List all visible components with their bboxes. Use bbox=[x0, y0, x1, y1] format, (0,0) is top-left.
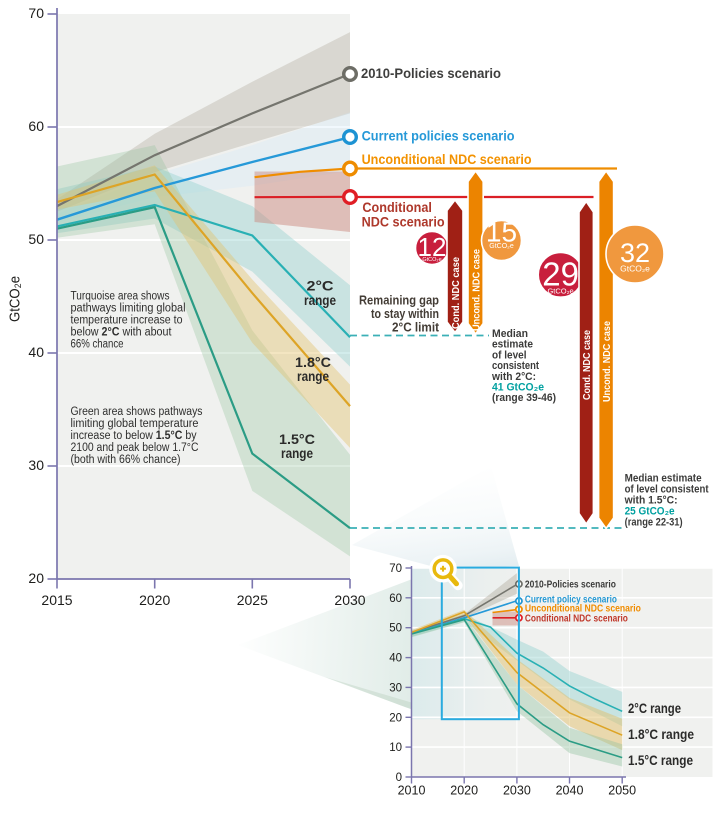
svg-text:60: 60 bbox=[389, 593, 402, 605]
svg-text:20: 20 bbox=[28, 570, 44, 586]
svg-text:12: 12 bbox=[418, 232, 447, 262]
svg-text:GtCO₂e: GtCO₂e bbox=[7, 276, 24, 322]
svg-text:40: 40 bbox=[389, 653, 402, 665]
svg-text:2010-Policies scenario: 2010-Policies scenario bbox=[525, 579, 616, 590]
svg-text:Remaining gap: Remaining gap bbox=[359, 294, 439, 308]
svg-text:2050: 2050 bbox=[608, 784, 636, 798]
svg-text:2040: 2040 bbox=[556, 784, 584, 798]
svg-text:60: 60 bbox=[28, 118, 44, 134]
svg-text:2°C: 2°C bbox=[307, 278, 334, 294]
svg-text:2030: 2030 bbox=[334, 592, 365, 608]
svg-text:NDC scenario: NDC scenario bbox=[362, 213, 445, 229]
svg-text:Green area shows pathways: Green area shows pathways bbox=[71, 406, 203, 418]
svg-text:to stay within: to stay within bbox=[371, 307, 439, 321]
svg-text:1.5°C range: 1.5°C range bbox=[628, 752, 693, 768]
svg-text:Cond. NDC case: Cond. NDC case bbox=[581, 330, 593, 400]
svg-text:2015: 2015 bbox=[41, 592, 72, 608]
svg-text:66% chance: 66% chance bbox=[71, 339, 124, 351]
svg-text:consistent: consistent bbox=[492, 360, 539, 372]
svg-text:Conditional NDC scenario: Conditional NDC scenario bbox=[525, 613, 628, 624]
svg-text:2020: 2020 bbox=[139, 592, 170, 608]
svg-text:range: range bbox=[281, 445, 313, 461]
svg-text:1.8°C: 1.8°C bbox=[295, 354, 331, 370]
svg-text:30: 30 bbox=[389, 682, 402, 694]
svg-text:15: 15 bbox=[486, 217, 517, 248]
svg-text:range: range bbox=[304, 292, 336, 308]
svg-text:with 2°C:: with 2°C: bbox=[491, 371, 536, 383]
svg-text:(range 39-46): (range 39-46) bbox=[492, 392, 556, 404]
svg-text:2020: 2020 bbox=[450, 784, 478, 798]
svg-text:29: 29 bbox=[542, 256, 579, 293]
svg-text:25 GtCO₂e: 25 GtCO₂e bbox=[625, 506, 675, 518]
svg-text:Turquoise area shows: Turquoise area shows bbox=[71, 290, 170, 302]
svg-text:2010: 2010 bbox=[398, 784, 426, 798]
svg-text:Unconditional NDC scenario: Unconditional NDC scenario bbox=[525, 604, 641, 615]
svg-text:2100 and peak below 1.7°C: 2100 and peak below 1.7°C bbox=[71, 442, 199, 454]
svg-text:70: 70 bbox=[28, 5, 44, 21]
svg-text:50: 50 bbox=[28, 231, 44, 247]
svg-text:41 GtCO₂e: 41 GtCO₂e bbox=[492, 382, 544, 394]
svg-text:2°C range: 2°C range bbox=[628, 700, 681, 716]
svg-text:50: 50 bbox=[389, 623, 402, 635]
svg-text:Current policies scenario: Current policies scenario bbox=[362, 127, 515, 143]
svg-text:range: range bbox=[297, 368, 329, 384]
svg-text:2010-Policies scenario: 2010-Policies scenario bbox=[361, 65, 501, 81]
svg-text:estimate: estimate bbox=[492, 339, 533, 351]
svg-text:1.8°C range: 1.8°C range bbox=[628, 726, 694, 742]
svg-text:2030: 2030 bbox=[503, 784, 531, 798]
svg-text:GtCO₂e: GtCO₂e bbox=[620, 264, 650, 274]
svg-text:of level consistent: of level consistent bbox=[625, 484, 709, 496]
svg-text:(range 22-31): (range 22-31) bbox=[625, 517, 683, 529]
svg-text:Current policy scenario: Current policy scenario bbox=[525, 595, 617, 606]
svg-text:GtCO₂e: GtCO₂e bbox=[422, 257, 441, 263]
svg-text:Median estimate: Median estimate bbox=[625, 473, 702, 485]
svg-text:GtCO₂e: GtCO₂e bbox=[547, 287, 573, 296]
svg-text:Cond. NDC case: Cond. NDC case bbox=[450, 257, 462, 329]
svg-text:of level: of level bbox=[492, 349, 527, 361]
svg-text:(both with 66% chance): (both with 66% chance) bbox=[71, 454, 181, 466]
svg-text:0: 0 bbox=[396, 772, 402, 784]
svg-text:GtCO₂e: GtCO₂e bbox=[489, 243, 514, 250]
svg-text:Uncond. NDC case: Uncond. NDC case bbox=[470, 249, 482, 331]
svg-text:pathways limiting global: pathways limiting global bbox=[71, 302, 186, 314]
svg-text:20: 20 bbox=[389, 712, 402, 724]
svg-text:Median: Median bbox=[492, 328, 528, 340]
svg-text:2°C limit: 2°C limit bbox=[392, 321, 440, 335]
svg-text:10: 10 bbox=[389, 742, 402, 754]
svg-text:70: 70 bbox=[389, 563, 402, 575]
svg-text:limiting global temperature: limiting global temperature bbox=[71, 418, 199, 430]
svg-text:with 1.5°C:: with 1.5°C: bbox=[624, 495, 678, 507]
svg-text:30: 30 bbox=[28, 457, 44, 473]
svg-text:1.5°C: 1.5°C bbox=[279, 431, 315, 447]
svg-text:2025: 2025 bbox=[237, 592, 268, 608]
svg-text:Unconditional NDC scenario: Unconditional NDC scenario bbox=[362, 151, 532, 167]
svg-text:below 2°C with about: below 2°C with about bbox=[71, 327, 173, 339]
svg-text:Conditional: Conditional bbox=[362, 199, 432, 215]
svg-text:40: 40 bbox=[28, 344, 44, 360]
svg-text:increase to below 1.5°C by: increase to below 1.5°C by bbox=[71, 430, 197, 442]
svg-text:32: 32 bbox=[620, 238, 650, 268]
svg-text:Uncond. NDC case: Uncond. NDC case bbox=[601, 321, 613, 402]
svg-text:temperature increase to: temperature increase to bbox=[71, 314, 183, 326]
